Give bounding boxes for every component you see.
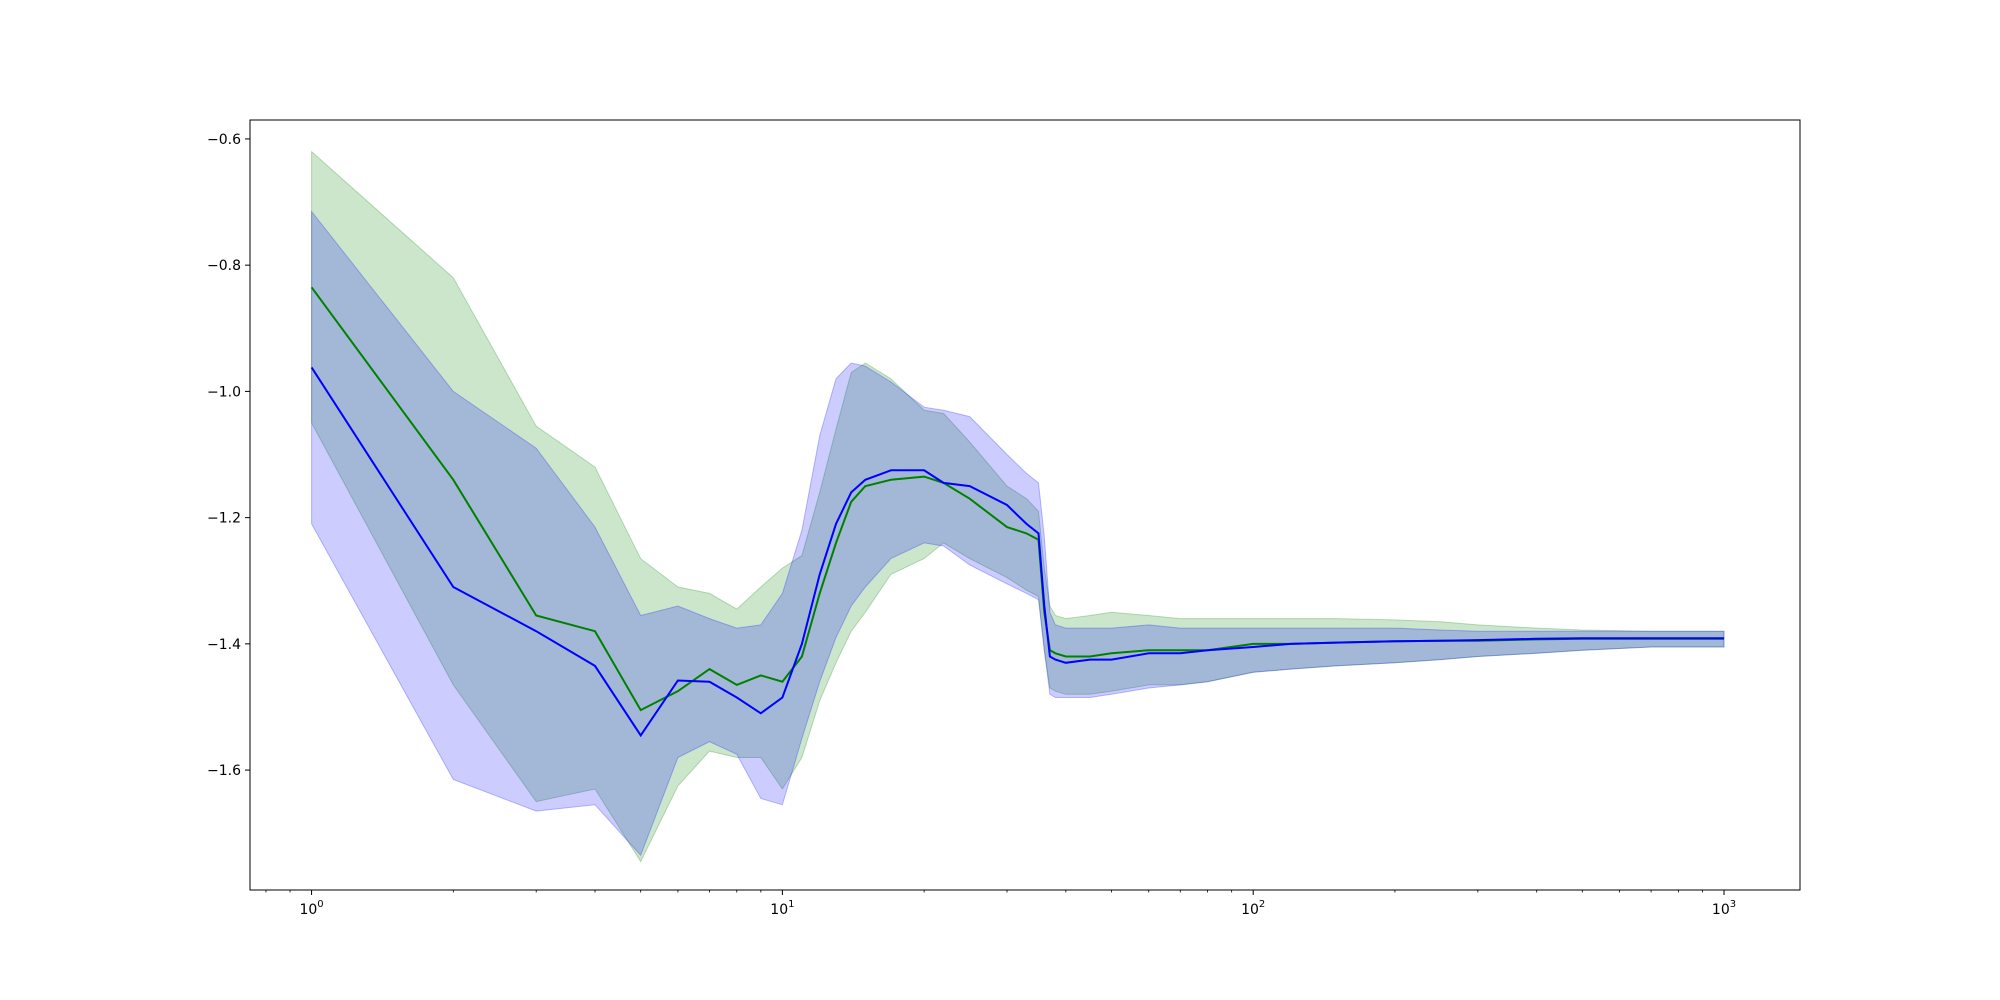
- x-tick-label: 103: [1712, 899, 1736, 918]
- x-tick-label: 102: [1241, 899, 1265, 918]
- x-axis-ticks: 100 101 102 103: [265, 890, 1736, 918]
- series-1-band: [311, 150, 1725, 863]
- x-tick-label: 100: [299, 899, 323, 918]
- y-tick-label: −1.0: [207, 384, 241, 400]
- series-2-line: [310, 366, 1724, 738]
- y-axis-ticks: −1.6 −1.4 −1.2 −1.0 −0.8 −0.6: [207, 132, 250, 779]
- x-tick-label: 101: [770, 899, 794, 918]
- series-lines: [310, 286, 1724, 738]
- y-tick-label: −0.6: [207, 132, 241, 148]
- y-tick-label: −1.2: [207, 511, 241, 527]
- series-2-band: [311, 210, 1725, 857]
- y-tick-label: −1.6: [207, 763, 241, 779]
- y-tick-label: −1.4: [207, 637, 241, 653]
- confidence-bands: [311, 150, 1725, 863]
- plot-frame: [249, 119, 1801, 891]
- y-tick-label: −0.8: [207, 258, 241, 274]
